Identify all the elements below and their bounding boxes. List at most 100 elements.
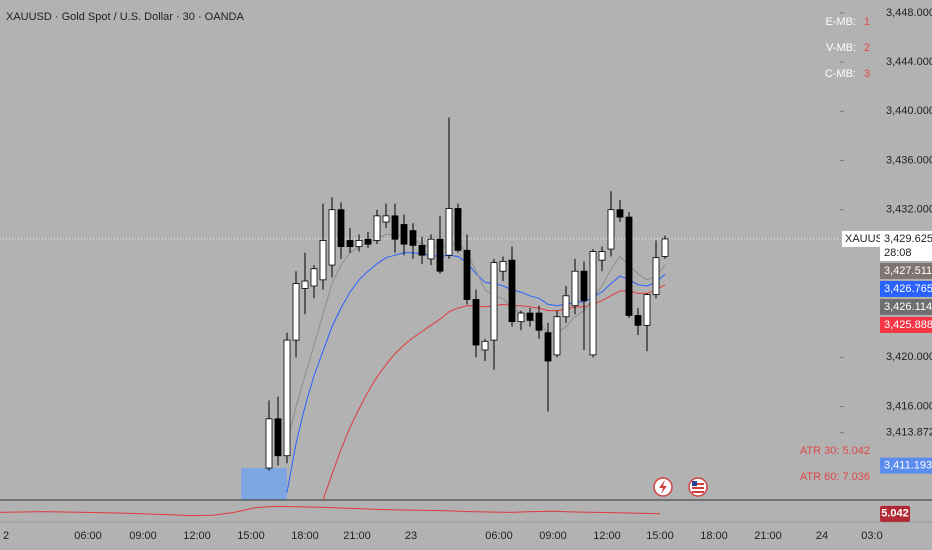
candle-body [571, 270, 579, 307]
candle-body [526, 312, 534, 321]
symbol-label: XAUUSD [845, 233, 891, 245]
x-tick-label: 06:00 [74, 530, 102, 542]
candle-body [616, 209, 624, 218]
indicator-line [286, 233, 666, 444]
candle-body [337, 209, 345, 248]
candle-body [364, 238, 372, 245]
candle-body [643, 294, 651, 326]
y-tick-label: 3,432.000 [886, 204, 932, 216]
legend-label: E-MB: [825, 16, 856, 28]
x-tick-label: 23 [405, 530, 417, 542]
candle-body [472, 299, 480, 346]
y-tick-label: 3,413.872 [886, 427, 932, 439]
price-badge-label: 3,411.193 [884, 460, 932, 472]
candle-body [274, 418, 282, 457]
x-tick-label: 18:00 [291, 530, 319, 542]
legend-value: 3 [864, 68, 870, 80]
price-badge [880, 230, 932, 261]
y-tick-label: 3,436.000 [886, 154, 932, 166]
x-tick-label: 18:00 [700, 530, 728, 542]
y-tick-label: 3,440.000 [886, 105, 932, 117]
candle-body [391, 215, 399, 240]
x-tick-label: 09:00 [129, 530, 157, 542]
candle-body [427, 238, 435, 260]
atr-text: ATR 60: 7.036 [800, 471, 870, 483]
symbol-badge [842, 230, 880, 247]
price-badge [880, 298, 932, 315]
candle-body [319, 240, 327, 281]
x-tick-label: 2 [3, 530, 9, 542]
candle-body [373, 215, 381, 241]
flag-icon[interactable] [688, 477, 708, 497]
atr-line [0, 505, 661, 517]
candle-body [661, 238, 669, 257]
legend-value: 1 [864, 16, 870, 28]
candle-body [382, 215, 390, 223]
candle-body [400, 224, 408, 245]
indicator-line [286, 252, 666, 493]
price-badge-label: 3,429.625 [884, 233, 932, 245]
x-tick-label: 21:00 [754, 530, 782, 542]
candle-body [589, 251, 597, 356]
candle-body [463, 249, 471, 300]
x-tick-label: 15:00 [646, 530, 674, 542]
legend-value: 2 [864, 42, 870, 54]
y-tick-label: 3,416.000 [886, 400, 932, 412]
candle-body [454, 208, 462, 251]
candle-body [409, 230, 417, 246]
candle-body [517, 312, 525, 323]
candle-body [499, 260, 507, 272]
price-badge [880, 262, 932, 279]
candle-body [283, 339, 291, 457]
candle-body [508, 259, 516, 323]
x-tick-label: 03:0 [861, 530, 882, 542]
price-badge-label: 3,425.888 [884, 319, 932, 331]
candle-body [490, 262, 498, 341]
candle-body [265, 418, 273, 469]
candle-body [445, 208, 453, 256]
candle-body [292, 283, 300, 341]
price-badge-label: 3,426.114 [884, 301, 932, 313]
x-tick-label: 12:00 [183, 530, 211, 542]
candle-body [535, 312, 543, 331]
legend-label: C-MB: [825, 68, 856, 80]
candle-body [355, 240, 363, 248]
atr-badge-label: 5.042 [881, 508, 909, 520]
atr-badge [880, 505, 910, 522]
x-tick-label: 12:00 [593, 530, 621, 542]
candle-body [607, 209, 615, 250]
candle-body [562, 295, 570, 318]
candle-body [328, 209, 336, 266]
candle-body [544, 332, 552, 362]
candle-body [625, 216, 633, 316]
price-badge [880, 316, 932, 333]
zone-box [241, 468, 287, 500]
y-tick-label: 3,444.000 [886, 56, 932, 68]
x-tick-label: 24 [816, 530, 828, 542]
x-tick-label: 21:00 [343, 530, 371, 542]
price-badge-label: 3,427.511 [884, 265, 932, 277]
candle-body [436, 238, 444, 272]
event-icon[interactable] [653, 477, 673, 497]
candle-body [418, 244, 426, 256]
candle-body [310, 268, 318, 287]
x-tick-label: 09:00 [539, 530, 567, 542]
x-tick-label: 15:00 [237, 530, 265, 542]
y-tick-label: 3,448.000 [886, 7, 932, 19]
y-tick-label: 3,420.000 [886, 351, 932, 363]
candle-body [634, 315, 642, 326]
price-badge [880, 457, 932, 474]
legend-label: V-MB: [826, 42, 856, 54]
candle-body [553, 316, 561, 356]
candle-body [481, 340, 489, 351]
candle-body [346, 240, 354, 248]
atr-text: ATR 30: 5.042 [800, 445, 870, 457]
candle-body [580, 270, 588, 302]
chart-title: XAUUSD · Gold Spot / U.S. Dollar · 30 · … [6, 11, 244, 23]
candle-body [301, 280, 309, 289]
candle-body [598, 251, 606, 261]
countdown: 28:08 [884, 247, 912, 259]
price-badge [880, 280, 932, 297]
x-tick-label: 06:00 [485, 530, 513, 542]
